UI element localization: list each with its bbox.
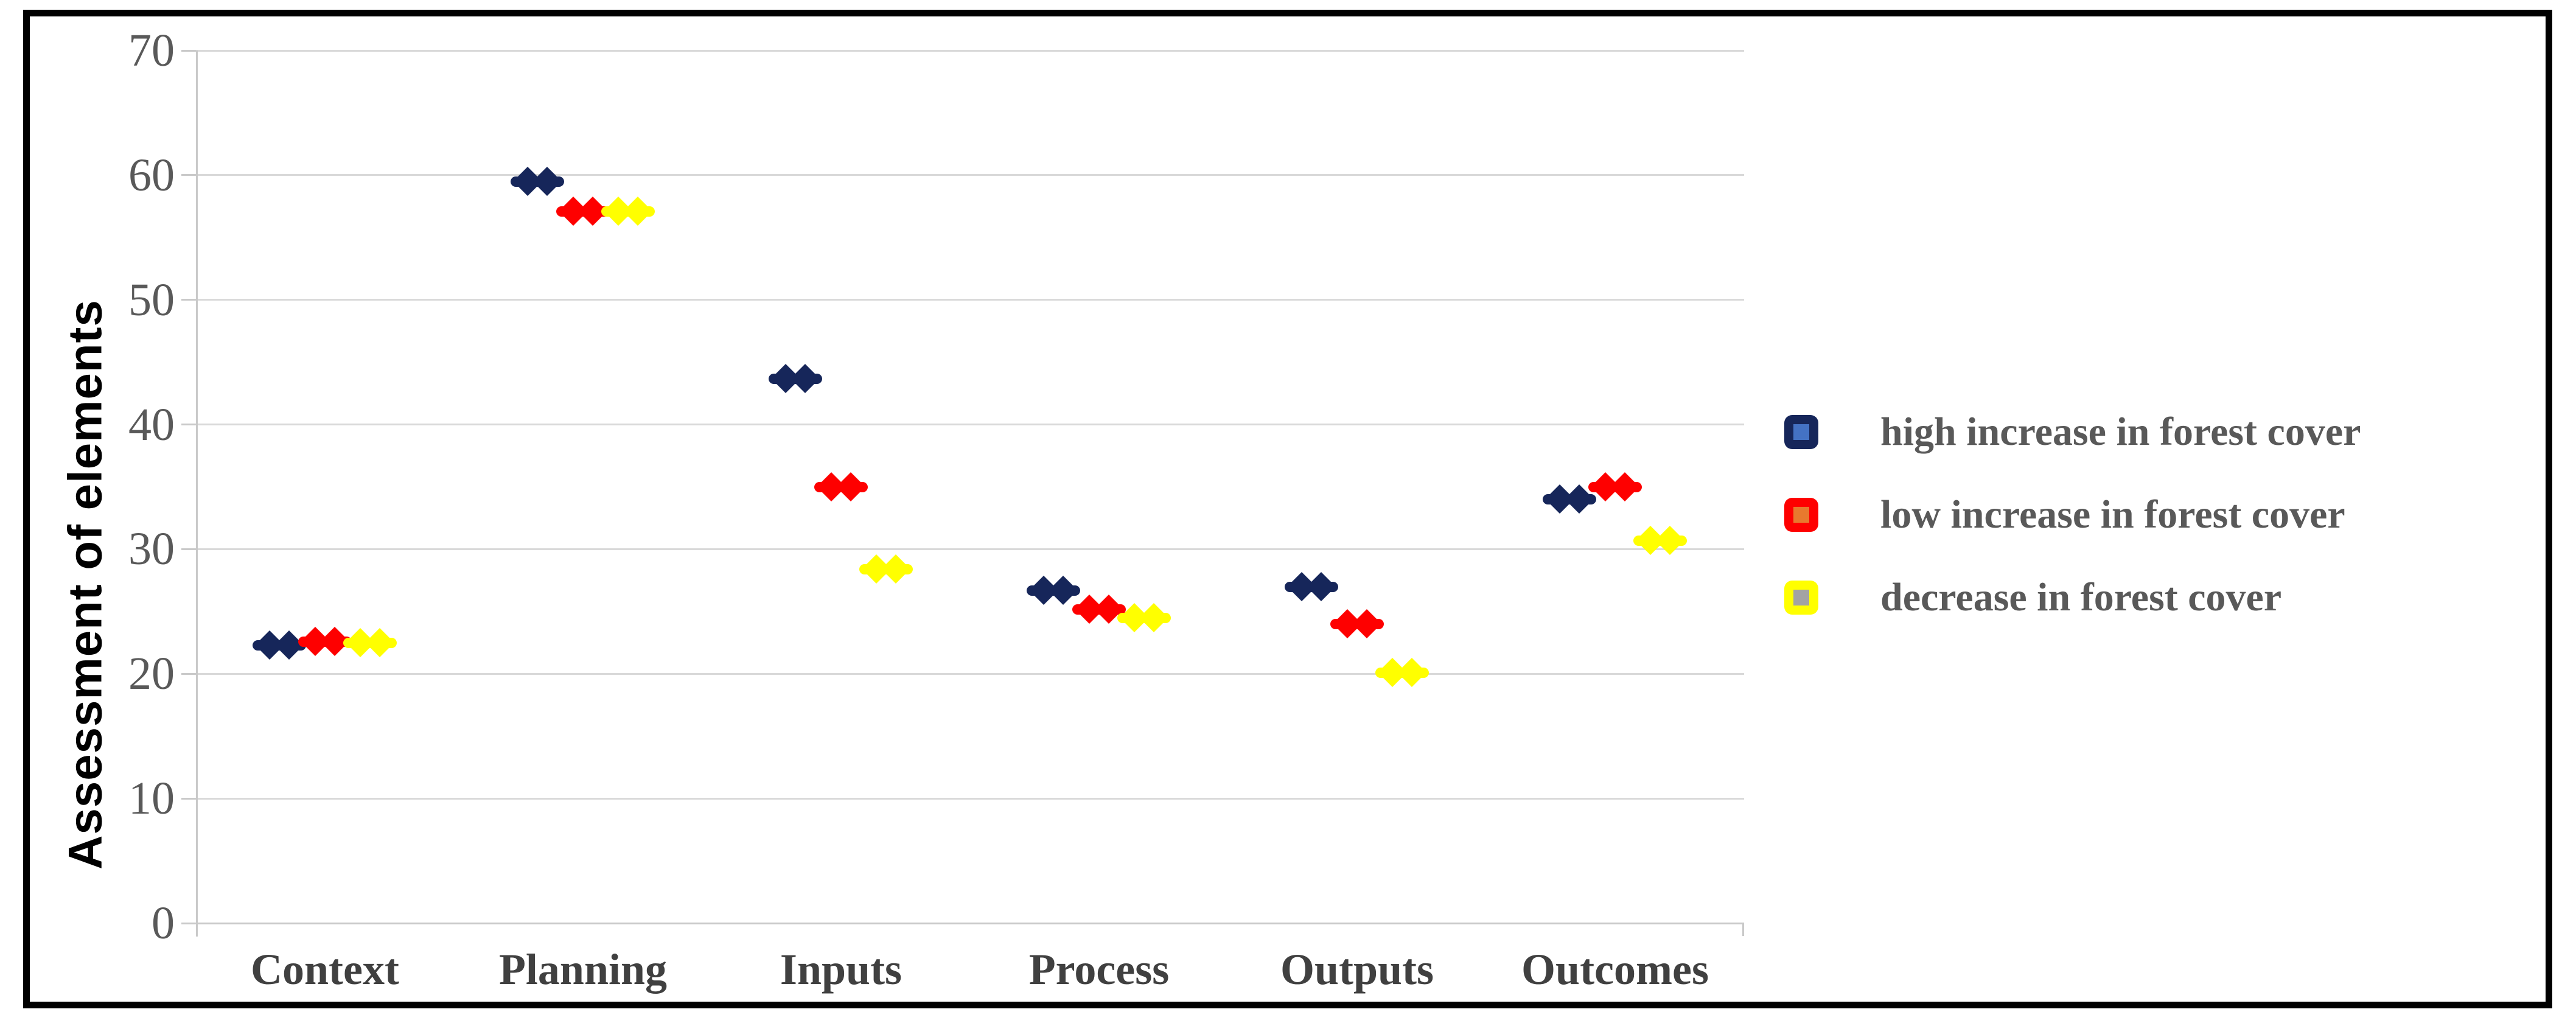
gridline: [196, 672, 1744, 675]
gridline: [196, 49, 1744, 52]
y-axis-tick: [181, 672, 196, 675]
y-tick-label: 20: [128, 648, 175, 700]
y-axis-line: [196, 51, 198, 937]
data-point-marker: [1027, 576, 1080, 605]
y-axis-tick: [181, 797, 196, 800]
legend-label: high increase in forest cover: [1880, 410, 2361, 454]
gridline: [196, 174, 1744, 176]
legend-row: low increase in forest cover: [1784, 492, 2345, 538]
y-tick-label: 60: [128, 149, 175, 201]
x-category-label: Context: [251, 945, 399, 994]
x-category-label: Outcomes: [1521, 945, 1709, 994]
data-point-marker: [253, 630, 306, 660]
data-point-marker: [343, 628, 397, 658]
gridline: [196, 424, 1744, 426]
legend-marker: [1784, 498, 1818, 532]
legend-marker: [1784, 415, 1818, 449]
legend-marker-inner: [1793, 424, 1809, 440]
data-point-marker: [769, 363, 822, 393]
gridline: [196, 299, 1744, 301]
data-point-marker: [1543, 484, 1596, 514]
x-category-label: Inputs: [780, 945, 902, 994]
x-axis-line: [196, 922, 1744, 924]
gridline: [196, 548, 1744, 550]
x-axis-end-tick: [1742, 922, 1744, 936]
data-point-marker: [1117, 603, 1171, 633]
data-point-marker: [859, 554, 913, 584]
y-axis-tick: [181, 49, 196, 52]
data-point-marker: [1633, 526, 1687, 556]
y-axis-tick: [181, 424, 196, 426]
y-tick-label: 30: [128, 523, 175, 575]
y-axis-tick: [181, 922, 196, 924]
y-tick-label: 10: [128, 773, 175, 825]
y-tick-label: 70: [128, 25, 175, 76]
legend-row: decrease in forest cover: [1784, 574, 2281, 621]
y-tick-label: 40: [128, 399, 175, 450]
legend-marker-inner: [1793, 590, 1809, 605]
legend-label: decrease in forest cover: [1880, 575, 2282, 619]
x-category-label: Process: [1028, 945, 1170, 994]
data-point-marker: [1072, 594, 1126, 624]
figure-border: [23, 10, 2552, 1008]
data-point-marker: [298, 627, 352, 657]
data-point-marker: [1588, 472, 1642, 501]
legend-marker: [1784, 581, 1818, 615]
gridline: [196, 797, 1744, 800]
legend-row: high increase in forest cover: [1784, 409, 2361, 455]
x-category-label: Planning: [498, 945, 668, 994]
data-point-marker: [601, 197, 655, 226]
legend-label: low increase in forest cover: [1880, 492, 2345, 537]
y-axis-tick: [181, 174, 196, 176]
y-tick-label: 50: [128, 274, 175, 326]
x-category-label: Outputs: [1280, 945, 1434, 994]
data-point-marker: [1375, 658, 1429, 688]
data-point-marker: [814, 472, 868, 501]
legend-marker-inner: [1793, 507, 1809, 523]
data-point-marker: [1330, 609, 1384, 639]
data-point-marker: [556, 197, 610, 226]
y-tick-label: 0: [152, 898, 175, 949]
data-point-marker: [511, 167, 564, 197]
y-axis-tick: [181, 548, 196, 550]
y-axis-tick: [181, 299, 196, 301]
data-point-marker: [1285, 571, 1338, 601]
